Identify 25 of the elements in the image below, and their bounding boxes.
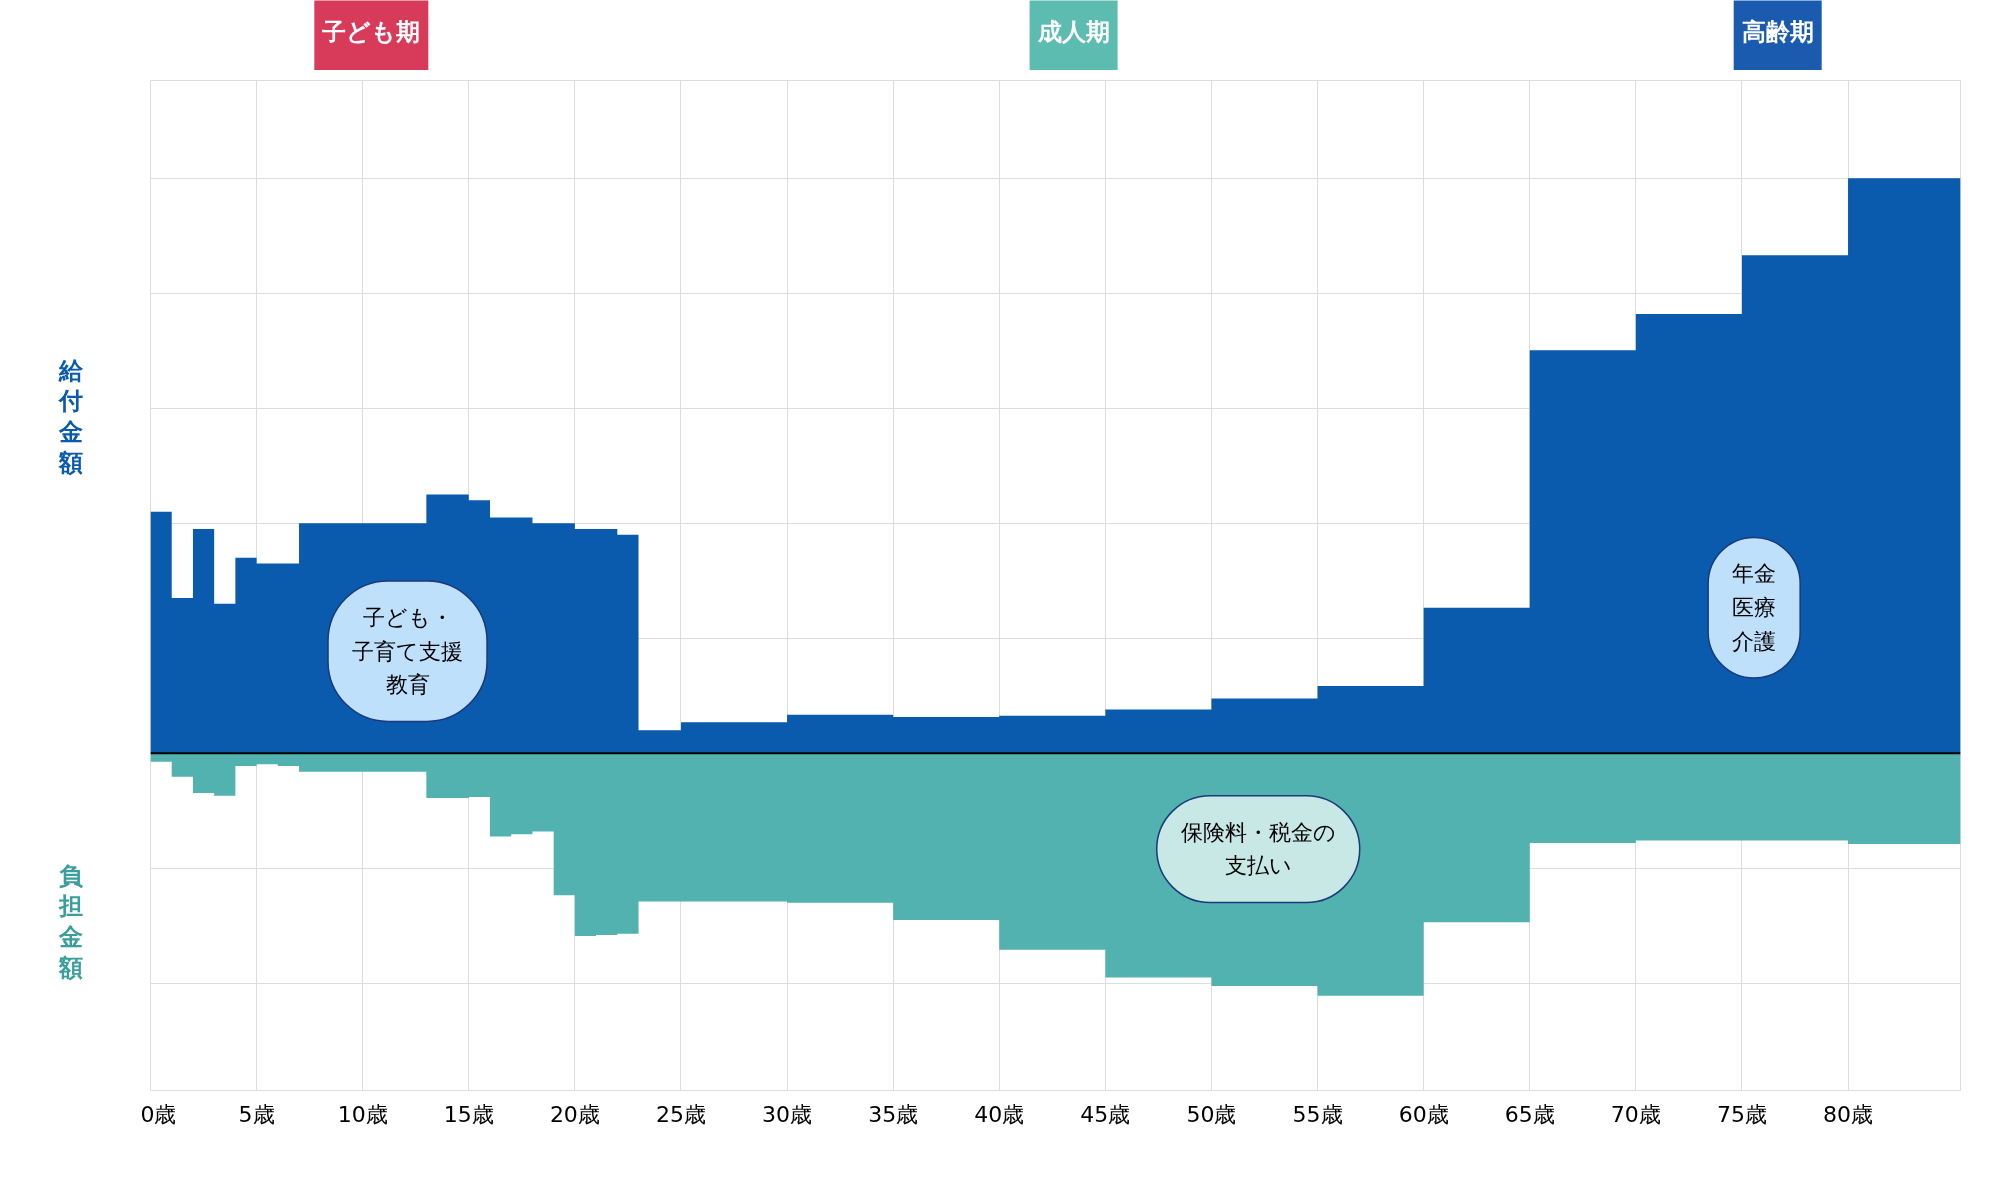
annotation: 子ども・子育て支援教育 (352, 604, 464, 698)
x-tick-label: 25歳 (655, 1101, 706, 1127)
x-tick-label: 45歳 (1080, 1101, 1131, 1127)
annotation: 保険料・税金の支払い (1180, 819, 1336, 879)
x-tick-label: 80歳 (1823, 1101, 1874, 1127)
text: 成人期 (1036, 18, 1110, 46)
x-tick-label: 60歳 (1398, 1101, 1449, 1127)
x-tick-label: 70歳 (1610, 1101, 1661, 1127)
x-tick-label: 20歳 (549, 1101, 600, 1127)
text: 子ども期 (321, 18, 421, 46)
x-tick-label: 10歳 (337, 1101, 388, 1127)
x-tick-label: 40歳 (974, 1101, 1025, 1127)
x-tick-label: 30歳 (762, 1101, 813, 1127)
x-tick-label: 65歳 (1504, 1101, 1555, 1127)
x-tick-label: 75歳 (1716, 1101, 1767, 1127)
x-tick-label: 35歳 (868, 1101, 919, 1127)
text: 負担金額 (57, 861, 84, 983)
x-tick-label: 15歳 (443, 1101, 494, 1127)
text: 高齢期 (1741, 18, 1814, 46)
x-tick-label: 0歳 (140, 1101, 177, 1127)
annotation: 年金医療介護 (1732, 561, 1777, 654)
x-tick-label: 50歳 (1186, 1101, 1237, 1127)
x-tick-label: 55歳 (1292, 1101, 1343, 1127)
x-tick-label: 5歳 (238, 1101, 275, 1127)
y-axis-title: 給付金額 (57, 356, 84, 478)
